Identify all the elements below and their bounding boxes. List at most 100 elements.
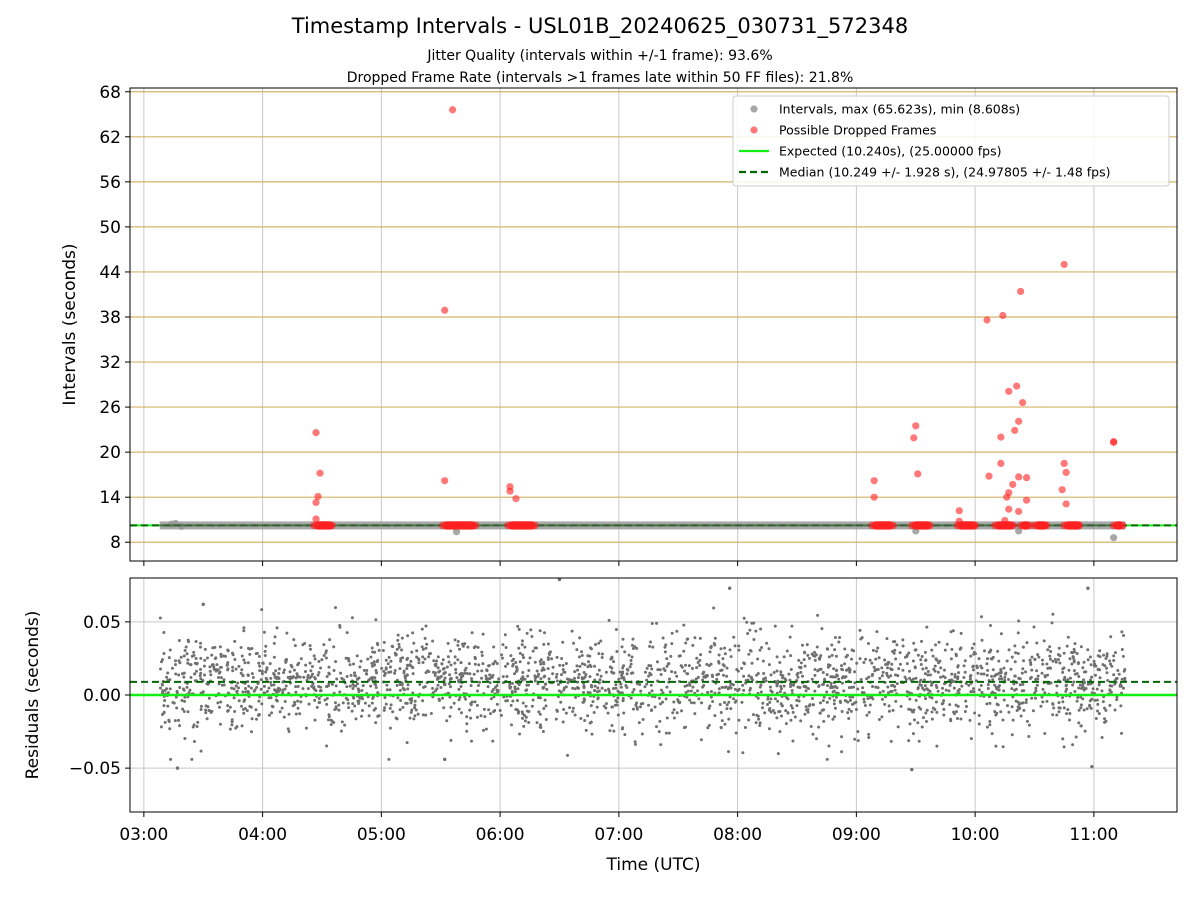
residual-point: [876, 686, 880, 690]
residual-point: [931, 654, 935, 658]
residual-point: [830, 653, 834, 657]
bottom-xtick-label: 05:00: [357, 825, 406, 845]
residual-point: [897, 667, 901, 671]
dropped-point: [910, 434, 918, 442]
residual-point: [350, 709, 354, 713]
residual-point: [767, 647, 771, 651]
residual-point: [717, 691, 721, 695]
residual-point: [1072, 669, 1076, 673]
residual-point: [776, 679, 780, 683]
residual-point: [870, 661, 874, 665]
residual-point: [994, 696, 998, 700]
residual-point: [757, 717, 761, 721]
residual-point: [245, 709, 249, 713]
residual-point: [536, 674, 540, 678]
residual-point: [360, 714, 364, 718]
residual-point: [293, 644, 297, 648]
residual-point: [653, 705, 657, 709]
dropped-point: [1005, 387, 1013, 395]
residual-point: [891, 640, 895, 644]
residual-point: [746, 632, 750, 636]
residual-point: [185, 685, 189, 689]
residual-point: [647, 674, 651, 678]
residual-point: [707, 664, 711, 668]
residual-point: [1068, 676, 1072, 680]
residual-point: [446, 641, 450, 645]
residual-point: [330, 682, 334, 686]
residual-point: [449, 738, 453, 742]
residual-point: [376, 659, 380, 663]
residual-point: [809, 724, 813, 728]
residual-point: [472, 646, 476, 650]
residual-point: [563, 670, 567, 674]
residual-point: [818, 701, 822, 705]
residual-point: [470, 739, 474, 743]
residual-point: [779, 714, 783, 718]
dropped-point: [1022, 474, 1031, 482]
residual-point: [1075, 651, 1079, 655]
residual-point: [904, 677, 908, 681]
residual-point: [783, 677, 787, 681]
residual-point: [325, 696, 329, 700]
residual-point: [769, 673, 773, 677]
residual-point: [1046, 673, 1050, 677]
residual-point: [1001, 745, 1005, 749]
residual-point: [606, 711, 610, 715]
residual-point: [1003, 675, 1007, 679]
residual-point: [513, 687, 517, 691]
residual-point: [912, 718, 916, 722]
residual-point: [426, 669, 430, 673]
residual-point: [475, 703, 479, 707]
residual-point: [673, 670, 677, 674]
residual-point: [1051, 713, 1055, 717]
residual-point: [503, 633, 507, 637]
residual-point: [742, 616, 746, 620]
residual-point: [599, 674, 603, 678]
residual-point: [980, 638, 984, 642]
residual-point: [239, 645, 243, 649]
residual-point: [523, 645, 527, 649]
residual-point: [822, 708, 826, 712]
residual-point: [260, 672, 264, 676]
residual-point: [956, 689, 960, 693]
residual-point: [256, 682, 260, 686]
residual-point: [329, 723, 333, 727]
residual-point: [689, 701, 693, 705]
residual-point: [523, 719, 527, 723]
chart-subtitle-jitter: Jitter Quality (intervals within +/-1 fr…: [427, 48, 773, 64]
residual-point: [711, 700, 715, 704]
residual-point: [530, 704, 534, 708]
residual-point: [887, 709, 891, 713]
residual-point: [1121, 654, 1125, 658]
residual-point: [513, 690, 517, 694]
residual-point: [972, 687, 976, 691]
residual-point: [226, 649, 230, 653]
residual-point: [294, 712, 298, 716]
residual-point: [465, 671, 469, 675]
residual-point: [1016, 651, 1020, 655]
dropped-point: [955, 517, 963, 525]
residual-point: [226, 667, 230, 671]
residual-point: [366, 657, 370, 661]
residual-point: [913, 648, 917, 652]
residual-point: [544, 704, 548, 708]
residual-point: [516, 687, 520, 691]
residual-point: [463, 671, 467, 675]
residual-point: [291, 675, 295, 679]
residual-point: [322, 643, 326, 647]
residual-point: [543, 698, 547, 702]
residual-point: [170, 666, 174, 670]
residual-point: [453, 661, 457, 665]
residual-point: [728, 648, 732, 652]
residual-point: [542, 675, 546, 679]
residual-point: [1017, 702, 1021, 706]
residual-point: [706, 690, 710, 694]
residual-point: [269, 680, 273, 684]
residual-point: [199, 645, 203, 649]
residual-point: [977, 688, 981, 692]
residual-point: [832, 689, 836, 693]
residual-point: [762, 671, 766, 675]
residual-point: [284, 684, 288, 688]
residual-point: [576, 668, 580, 672]
residual-point: [431, 691, 435, 695]
